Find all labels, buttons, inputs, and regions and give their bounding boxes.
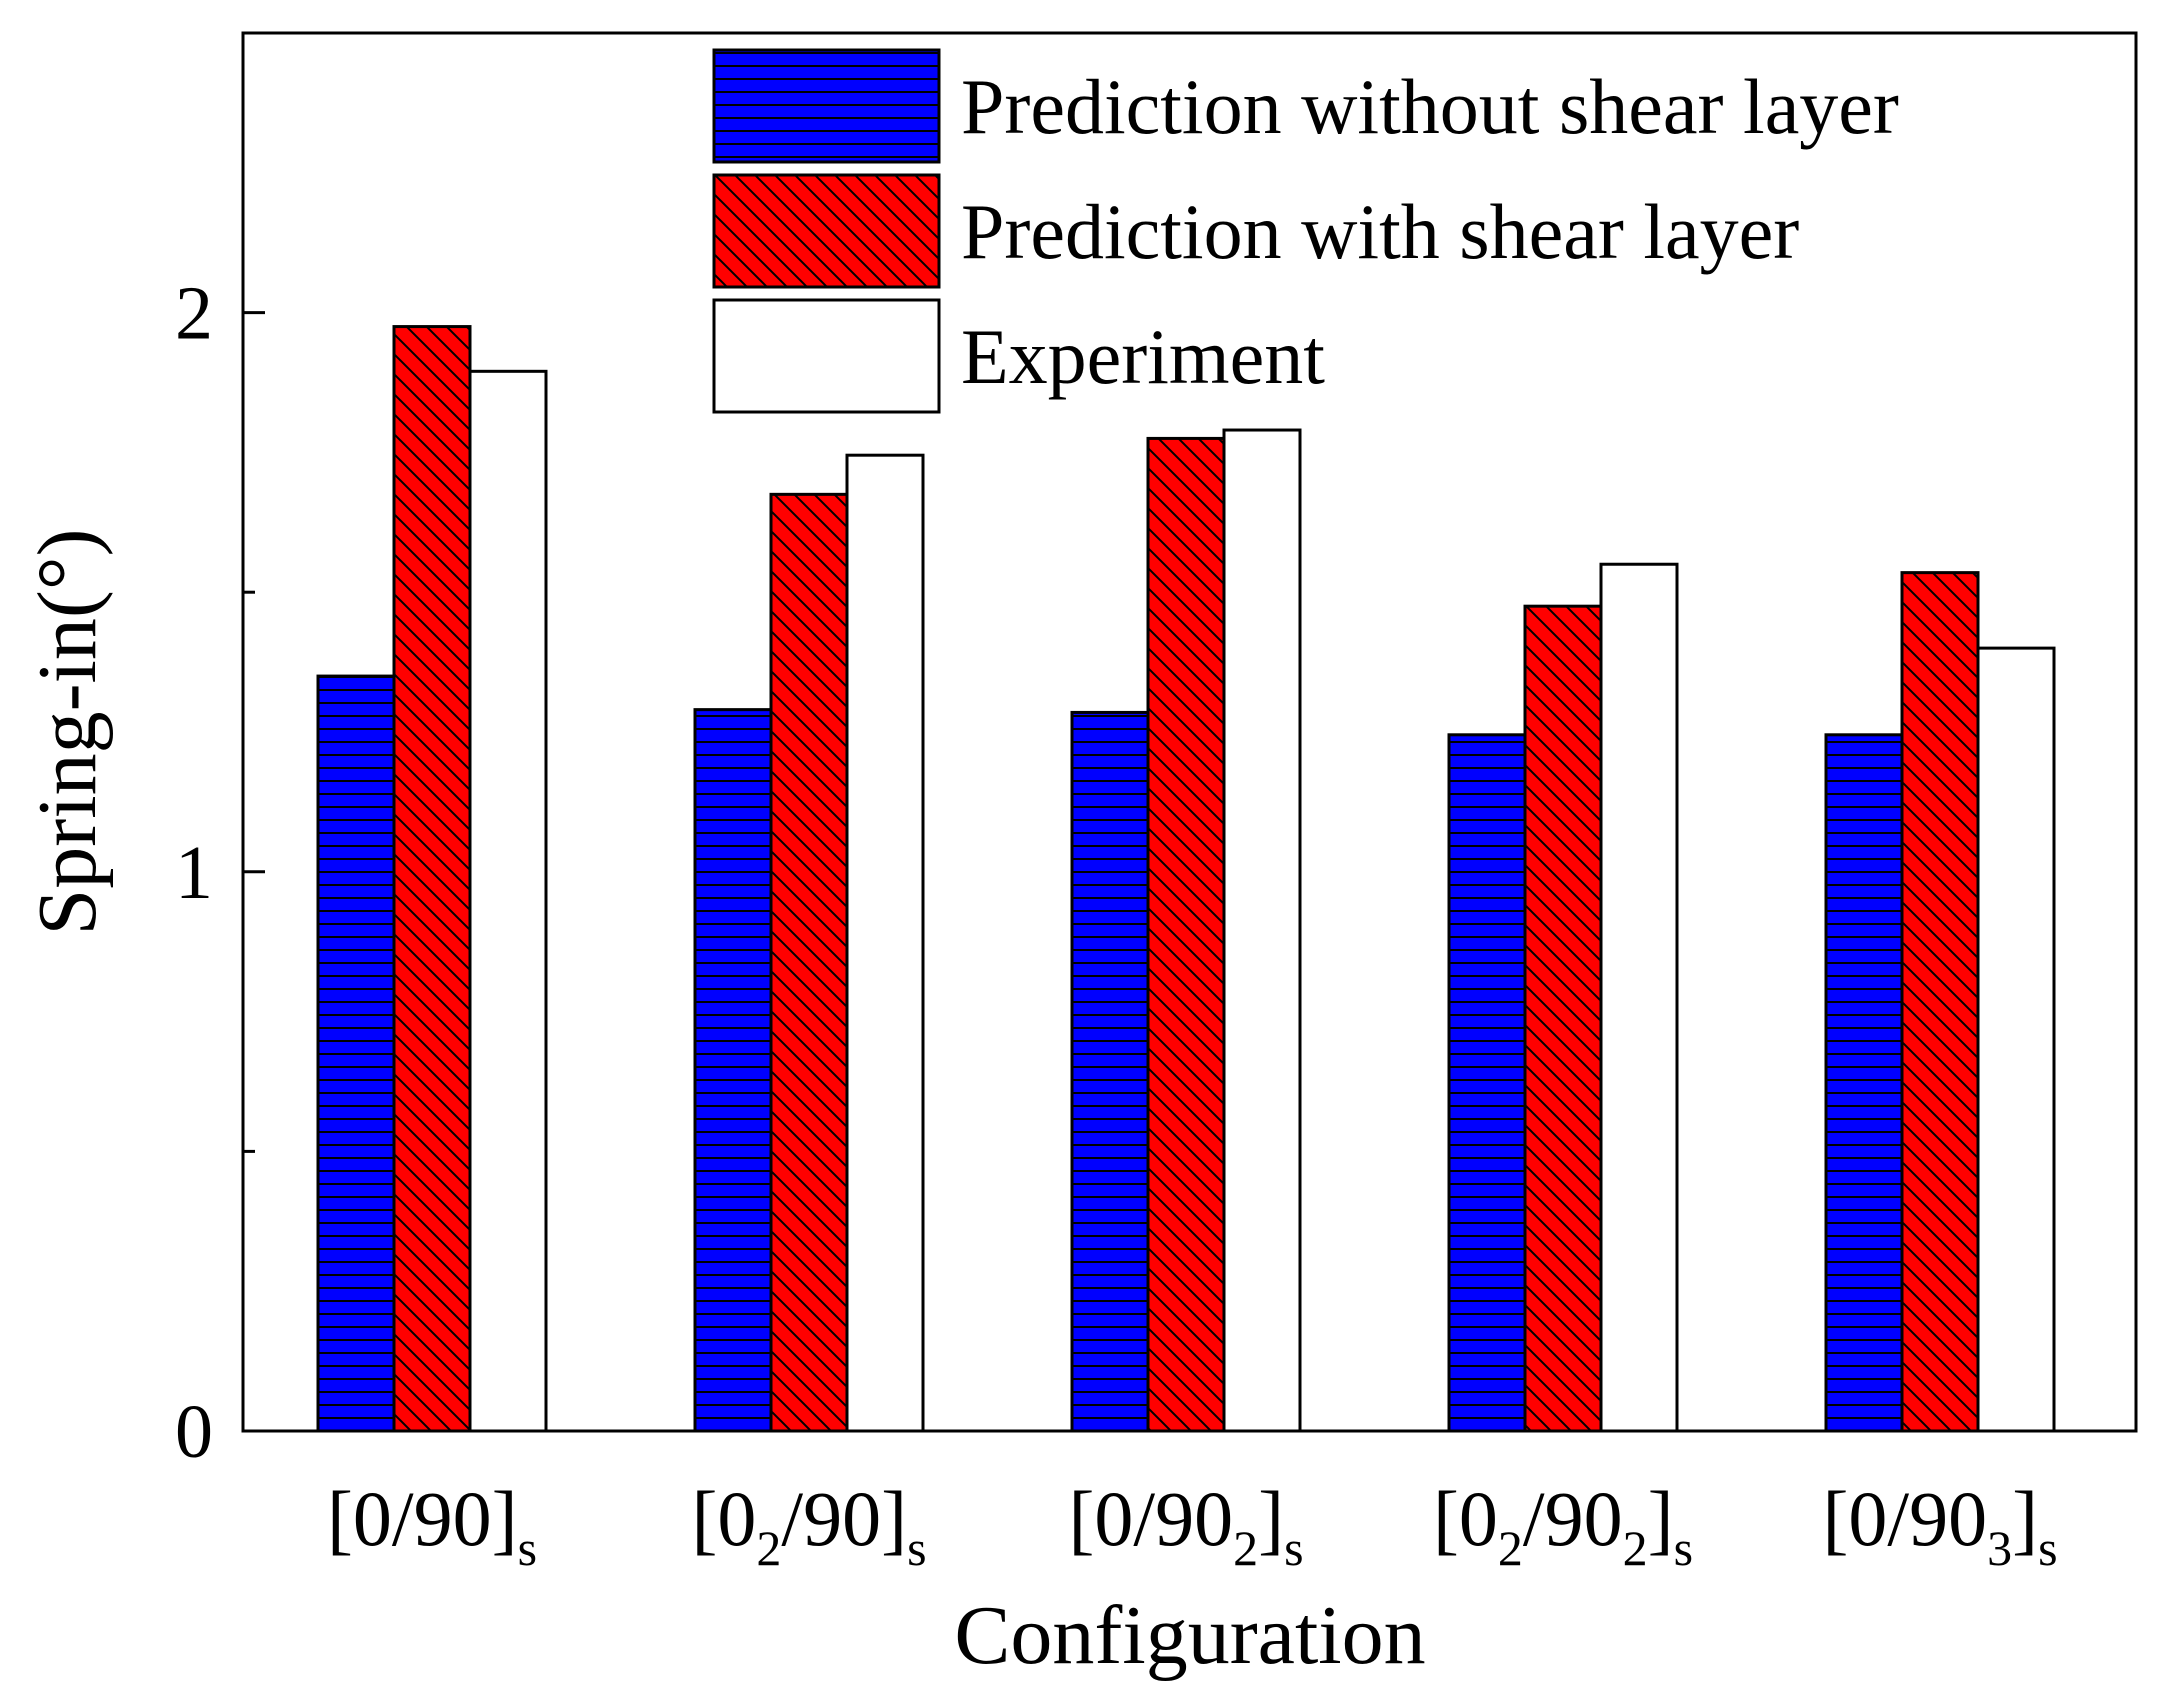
legend-swatch-prediction-with-shear-layer xyxy=(712,173,941,289)
y-tick-label: 2 xyxy=(175,272,213,356)
bar-prediction-without-shear-layer-1 xyxy=(316,674,396,1433)
legend-swatch-prediction-without-shear-layer xyxy=(712,48,941,164)
x-category-label: [0/902]s xyxy=(1068,1475,1303,1576)
x-axis-category-labels: [0/90]s [02/90]s [0/902]s [02/902]s [0/903]s xyxy=(327,1475,2058,1576)
legend-label: Experiment xyxy=(961,313,1325,400)
y-tick-label: 1 xyxy=(175,831,213,915)
bar-experiment-4 xyxy=(1599,562,1679,1433)
legend-label: Prediction with shear layer xyxy=(961,188,1799,275)
bar-experiment-3 xyxy=(1222,428,1302,1433)
x-category-label: [0/90]s xyxy=(327,1475,537,1576)
y-axis: 0 1 2 xyxy=(175,272,265,1474)
bar-experiment-5 xyxy=(1976,646,2056,1433)
bar-prediction-with-shear-layer-4 xyxy=(1523,604,1603,1433)
bar-prediction-without-shear-layer-5 xyxy=(1824,733,1904,1433)
bar-experiment-2 xyxy=(845,453,925,1433)
legend-swatch-experiment xyxy=(712,298,941,414)
legend: Prediction without shear layer Prediction… xyxy=(712,48,1899,414)
legend-label: Prediction without shear layer xyxy=(961,63,1899,150)
x-axis-title: Configuration xyxy=(954,1589,1425,1682)
bar-prediction-with-shear-layer-5 xyxy=(1900,571,1980,1433)
plot-frame xyxy=(241,31,2138,1433)
bars-group xyxy=(316,325,2056,1433)
bar-prediction-with-shear-layer-2 xyxy=(769,492,849,1433)
x-category-label: [0/903]s xyxy=(1822,1475,2057,1576)
bar-prediction-without-shear-layer-4 xyxy=(1447,733,1527,1433)
bar-experiment-1 xyxy=(468,369,548,1433)
bar-prediction-with-shear-layer-1 xyxy=(392,325,472,1433)
bar-prediction-with-shear-layer-3 xyxy=(1146,436,1226,1433)
bar-prediction-without-shear-layer-3 xyxy=(1070,710,1150,1433)
x-category-label: [02/90]s xyxy=(691,1475,926,1576)
bar-prediction-without-shear-layer-2 xyxy=(693,708,773,1433)
x-category-label: [02/902]s xyxy=(1433,1475,1693,1576)
y-tick-label: 0 xyxy=(175,1390,213,1474)
y-axis-title: Spring-in(°) xyxy=(21,529,114,936)
